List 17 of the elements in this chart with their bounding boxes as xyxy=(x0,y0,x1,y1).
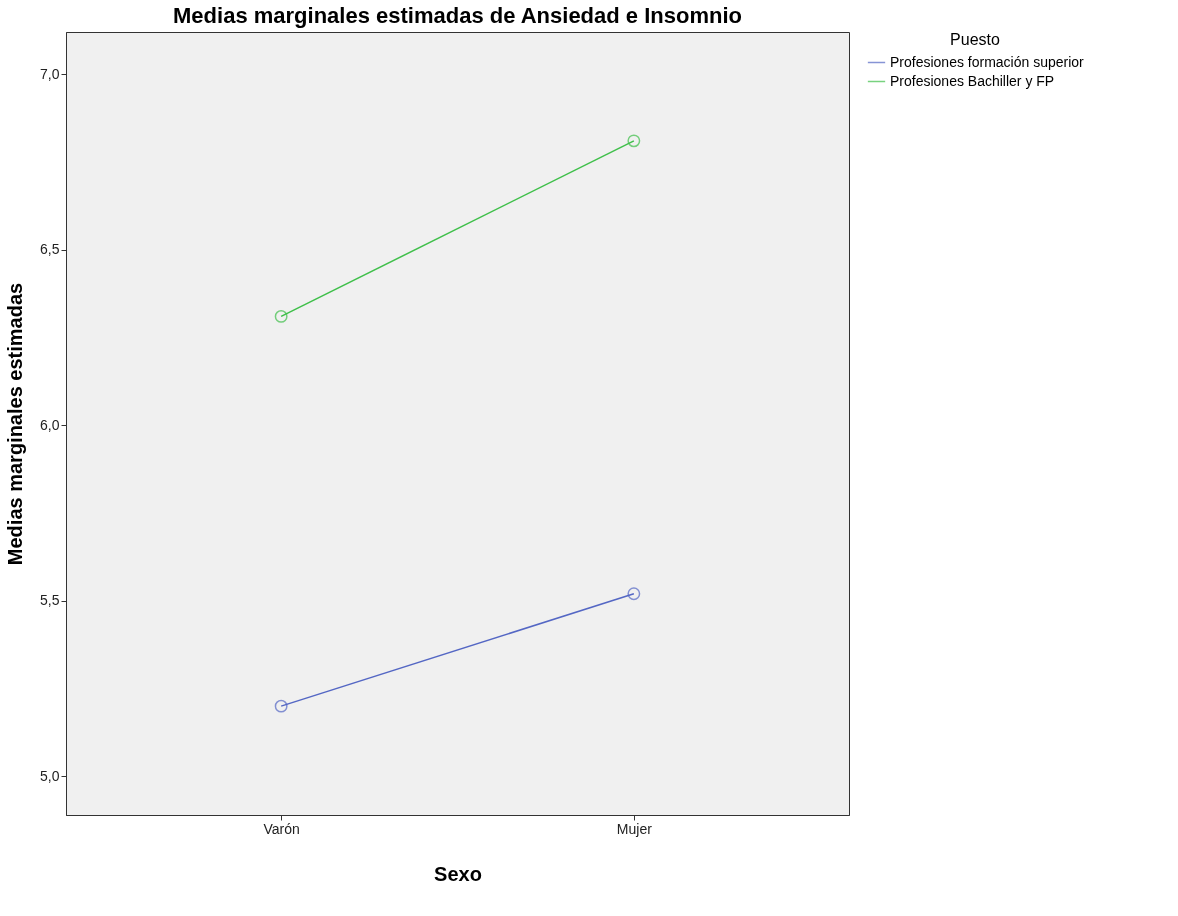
y-tick-label: 5,5 xyxy=(40,592,60,609)
y-tick-label: 7,0 xyxy=(40,65,60,82)
x-axis-title: Sexo xyxy=(434,862,482,885)
point xyxy=(274,309,288,323)
point xyxy=(627,587,641,601)
y-tick-label: 6,0 xyxy=(40,416,60,433)
y-tick-label: 5,0 xyxy=(40,767,60,784)
y-tick-label: 6,5 xyxy=(40,241,60,258)
point xyxy=(274,699,288,713)
legend-label: Profesiones formación superior xyxy=(890,53,1085,70)
x-tick-label: Mujer xyxy=(616,820,653,837)
chart-title: Medias marginales estimadas de Ansiedad e Insomnio xyxy=(173,3,742,28)
x-tick-label: Varón xyxy=(263,820,300,837)
point xyxy=(627,134,641,148)
legend-title: Puesto xyxy=(950,31,1001,48)
legend-label: Profesiones Bachiller y FP xyxy=(890,72,1055,89)
y-axis-title: Medias marginales estimadas xyxy=(4,282,27,566)
